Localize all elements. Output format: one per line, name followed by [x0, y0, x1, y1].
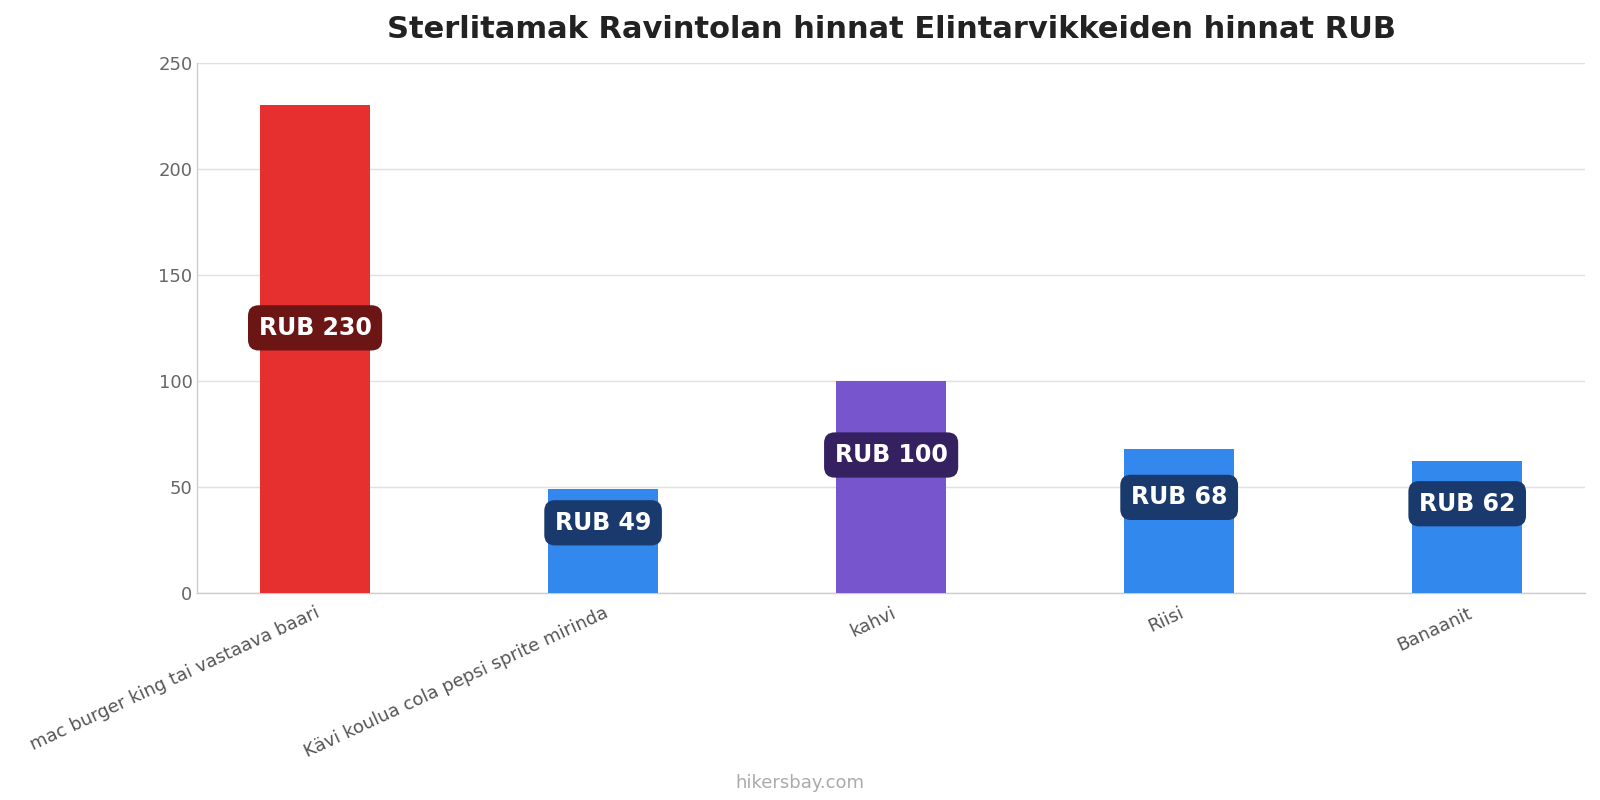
- Text: RUB 62: RUB 62: [1419, 492, 1515, 516]
- Bar: [549, 489, 658, 593]
- Text: RUB 49: RUB 49: [555, 511, 651, 535]
- Text: hikersbay.com: hikersbay.com: [736, 774, 864, 792]
- Text: RUB 68: RUB 68: [1131, 486, 1227, 510]
- Text: RUB 230: RUB 230: [259, 316, 371, 340]
- Bar: [1413, 462, 1522, 593]
- Bar: [261, 106, 370, 593]
- Bar: [1125, 449, 1234, 593]
- Title: Sterlitamak Ravintolan hinnat Elintarvikkeiden hinnat RUB: Sterlitamak Ravintolan hinnat Elintarvik…: [387, 15, 1395, 44]
- Bar: [837, 381, 946, 593]
- Text: RUB 100: RUB 100: [835, 443, 947, 467]
